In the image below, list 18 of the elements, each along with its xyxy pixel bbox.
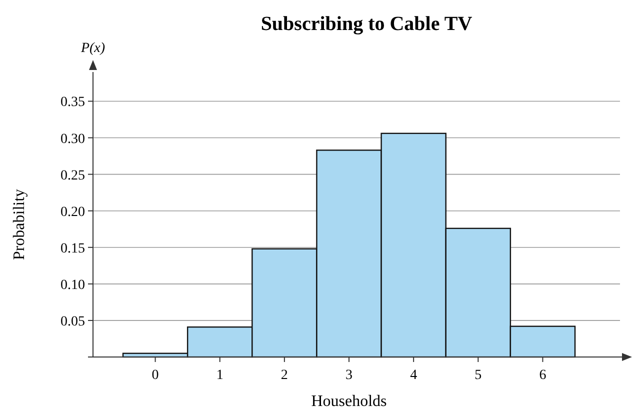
y-axis-title: Probability (11, 188, 28, 260)
y-tick-label: 0.20 (60, 204, 85, 220)
y-tick-label: 0.05 (60, 314, 85, 330)
x-tick-label: 4 (410, 368, 418, 383)
y-tick-label: 0.15 (60, 241, 85, 256)
y-tick-label: 0.30 (60, 132, 85, 147)
y-tick-label: 0.10 (60, 278, 85, 293)
x-axis-title: Households (311, 393, 387, 410)
x-tick-label: 6 (539, 368, 546, 383)
x-tick-label: 0 (152, 368, 159, 383)
y-tick-label: 0.25 (60, 168, 85, 184)
text: P(x) (80, 41, 106, 56)
y-tick-label: 0.35 (60, 95, 85, 110)
x-tick-label: 1 (216, 368, 224, 383)
x-tick-label: 5 (474, 368, 482, 383)
chart-title: Subscribing to Cable TV (260, 13, 473, 35)
x-tick-label: 2 (280, 368, 288, 383)
x-tick-label: 3 (346, 368, 352, 383)
